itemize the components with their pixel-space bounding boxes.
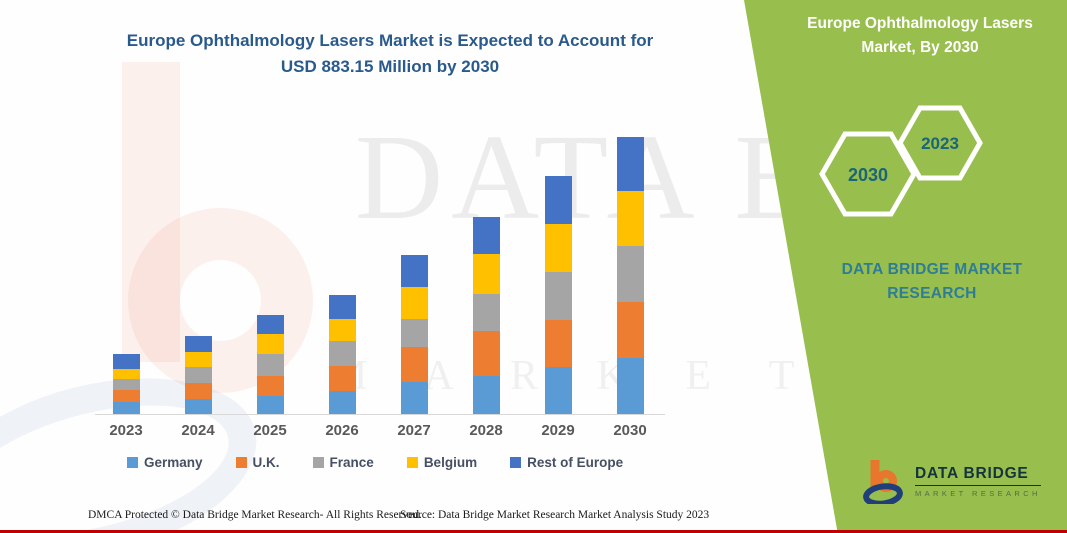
bar-segment-u-k--2026 [328, 365, 356, 391]
bar-segment-belgium-2028 [472, 253, 500, 294]
bar-segment-rest-of-europe-2030 [616, 137, 644, 192]
bar-segment-france-2027 [400, 318, 428, 348]
company-logo-text: DATA BRIDGE MARKET RESEARCH [915, 465, 1041, 498]
legend-swatch-icon [235, 457, 247, 468]
bar-segment-rest-of-europe-2025 [256, 315, 284, 335]
company-logo-title: DATA BRIDGE [915, 465, 1041, 486]
year-hexagons: 2030 2023 [819, 105, 983, 217]
bar-segment-germany-2027 [400, 382, 428, 414]
bar-segment-belgium-2023 [112, 368, 140, 379]
bar-segment-germany-2026 [328, 390, 356, 414]
bar-segment-germany-2025 [256, 395, 284, 414]
bar-segment-u-k--2023 [112, 389, 140, 403]
bar-segment-france-2024 [184, 367, 212, 383]
bar-segment-france-2030 [616, 246, 644, 303]
bar-segment-u-k--2029 [544, 319, 572, 368]
bar-segment-germany-2023 [112, 402, 140, 414]
legend-item-germany: Germany [127, 455, 203, 470]
legend-label: Germany [144, 455, 203, 470]
x-axis-label-2024: 2024 [181, 422, 215, 439]
bar-segment-u-k--2028 [472, 331, 500, 376]
bar-segment-belgium-2026 [328, 318, 356, 342]
bar-segment-belgium-2027 [400, 287, 428, 319]
bar-2024 [184, 335, 212, 414]
bar-segment-u-k--2030 [616, 302, 644, 359]
bar-segment-rest-of-europe-2028 [472, 217, 500, 254]
x-axis-line [95, 414, 665, 415]
legend-swatch-icon [510, 457, 522, 468]
x-axis-label-2030: 2030 [613, 422, 647, 439]
company-logo: DATA BRIDGE MARKET RESEARCH [862, 458, 1041, 504]
bar-segment-belgium-2024 [184, 351, 212, 368]
bar-2025 [256, 315, 284, 414]
legend-label: Belgium [423, 455, 478, 470]
bar-segment-germany-2028 [472, 375, 500, 414]
dmca-notice: DMCA Protected © Data Bridge Market Rese… [88, 509, 422, 521]
bar-segment-france-2023 [112, 378, 140, 390]
bar-2023 [112, 354, 140, 414]
bar-segment-u-k--2027 [400, 347, 428, 383]
bar-segment-rest-of-europe-2024 [184, 335, 212, 352]
bar-segment-rest-of-europe-2023 [112, 354, 140, 369]
legend-label: U.K. [252, 455, 280, 470]
bar-segment-belgium-2025 [256, 334, 284, 355]
side-panel-title-line1: Europe Ophthalmology Lasers [807, 15, 1033, 32]
company-logo-icon [863, 460, 903, 504]
page-title-line2: USD 883.15 Million by 2030 [280, 57, 500, 77]
legend-label: Rest of Europe [527, 455, 624, 470]
side-panel-brand-name: DATA BRIDGE MARKET RESEARCH [841, 261, 1023, 303]
hexagon-2023-label: 2023 [921, 134, 959, 153]
source-note: Source: Data Bridge Market Research Mark… [400, 509, 710, 521]
bar-segment-u-k--2024 [184, 382, 212, 399]
logo-d-swoosh [863, 483, 903, 504]
page-title-line1: Europe Ophthalmology Lasers Market is Ex… [126, 31, 654, 50]
legend-swatch-icon [312, 457, 324, 468]
bar-segment-germany-2024 [184, 398, 212, 414]
bar-segment-france-2028 [472, 293, 500, 332]
side-panel-title-line2: Market, By 2030 [861, 39, 979, 57]
hexagon-2030-label: 2030 [848, 165, 888, 185]
bar-segment-rest-of-europe-2029 [544, 176, 572, 224]
x-axis-label-2027: 2027 [397, 422, 431, 439]
bar-segment-rest-of-europe-2026 [328, 295, 356, 319]
plot-area: 2023 2024 2025 2026 2027 2028 2029 2030 [95, 120, 670, 439]
bar-segment-germany-2030 [616, 358, 644, 414]
x-axis-label-2026: 2026 [325, 422, 359, 439]
bar-2030 [616, 137, 644, 414]
legend-swatch-icon [127, 457, 138, 468]
legend-item-belgium: Belgium [406, 455, 478, 470]
bar-segment-germany-2029 [544, 367, 572, 414]
bar-2027 [400, 255, 428, 414]
bar-2026 [328, 295, 356, 414]
bar-segment-belgium-2029 [544, 223, 572, 273]
bottom-accent-line [0, 530, 1067, 533]
company-logo-subtitle: MARKET RESEARCH [915, 488, 1041, 498]
legend-item-rest-of-europe: Rest of Europe [510, 455, 623, 470]
legend-item-france: France [312, 455, 374, 470]
page-title: Europe Ophthalmology Lasers Market is Ex… [115, 28, 665, 81]
x-axis-label-2028: 2028 [469, 422, 503, 439]
hexagon-2023 [897, 105, 983, 181]
bar-segment-belgium-2030 [616, 191, 644, 247]
bar-segment-rest-of-europe-2027 [400, 255, 428, 287]
legend-swatch-icon [406, 457, 418, 468]
bar-segment-france-2025 [256, 354, 284, 377]
hexagon-2030 [819, 131, 917, 217]
bar-2028 [472, 217, 500, 414]
bar-segment-u-k--2025 [256, 376, 284, 396]
bar-2029 [544, 176, 572, 414]
bar-segment-france-2029 [544, 272, 572, 320]
side-panel-title: Europe Ophthalmology Lasers Market, By 2… [790, 12, 1050, 60]
x-axis-label-2025: 2025 [253, 422, 287, 439]
bar-segment-france-2026 [328, 341, 356, 366]
legend-item-u-k-: U.K. [235, 455, 280, 470]
x-axis-label-2023: 2023 [109, 422, 143, 439]
x-axis-label-2029: 2029 [541, 422, 575, 439]
legend: Germany U.K. France Belgium Rest of Europe [127, 455, 623, 470]
legend-label: France [329, 455, 374, 470]
